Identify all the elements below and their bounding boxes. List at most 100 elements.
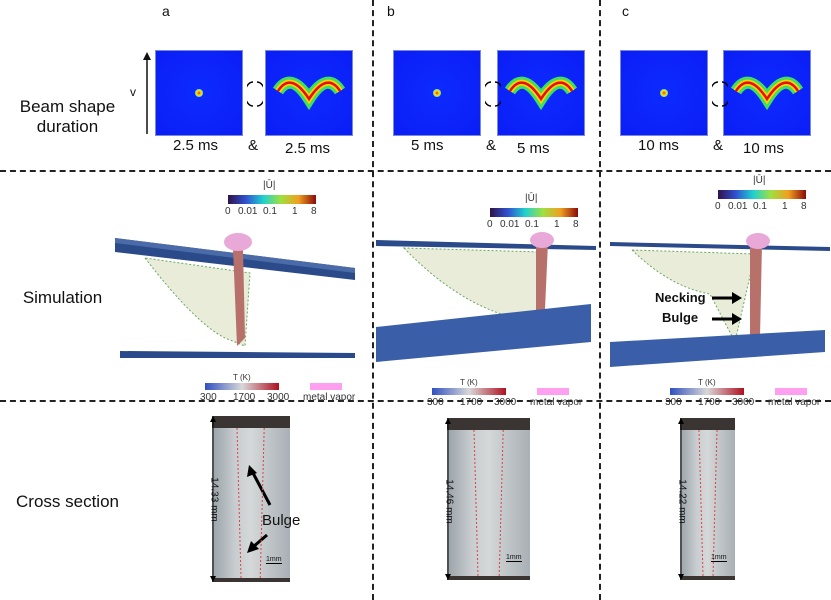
necking-arrow-icon bbox=[712, 292, 742, 325]
temperature-colorbar bbox=[670, 388, 744, 395]
beam-arc bbox=[730, 76, 804, 111]
beam-arc bbox=[272, 76, 346, 111]
row-label-cross-section: Cross section bbox=[16, 492, 119, 511]
velocity-tick: 0 bbox=[225, 206, 231, 217]
simulation-b bbox=[376, 232, 596, 362]
beam-arc bbox=[504, 76, 578, 111]
temperature-tick: 300 bbox=[200, 392, 217, 403]
rotation-arrow-icon bbox=[247, 81, 263, 107]
column-label-b: b bbox=[387, 3, 395, 19]
depth-arrow-icon bbox=[445, 418, 451, 580]
row-divider bbox=[0, 170, 831, 172]
velocity-tick: 0 bbox=[487, 219, 493, 230]
row-label-simulation: Simulation bbox=[22, 288, 103, 307]
temperature-colorbar-title: T (K) bbox=[233, 373, 251, 382]
row-divider bbox=[0, 400, 831, 402]
fusion-boundary bbox=[236, 428, 266, 578]
velocity-tick: 8 bbox=[801, 201, 807, 212]
column-label-a: a bbox=[162, 3, 170, 19]
bulge-arrows-icon bbox=[247, 465, 272, 553]
temperature-tick: 1700 bbox=[460, 397, 483, 408]
depth-label: 14.22 mm bbox=[676, 479, 688, 524]
rotation-arrow-icon bbox=[712, 81, 728, 107]
duration-label: 2.5 ms bbox=[173, 137, 219, 154]
simulation-a bbox=[115, 233, 355, 358]
depth-arrow-icon bbox=[678, 418, 684, 580]
column-divider bbox=[599, 0, 601, 600]
temperature-tick: 3000 bbox=[267, 392, 290, 403]
ampersand: & bbox=[486, 137, 497, 154]
beam-shape-panel bbox=[497, 50, 585, 136]
velocity-tick: 1 bbox=[782, 201, 788, 212]
depth-label: 14.46 mm bbox=[443, 479, 455, 524]
velocity-arrow-icon bbox=[143, 52, 151, 134]
metal-vapor-swatch bbox=[775, 388, 807, 395]
column-label-c: c bbox=[622, 3, 629, 19]
beam-spot-panel bbox=[620, 50, 708, 136]
velocity-colorbar-title: |Ū| bbox=[525, 193, 538, 204]
temperature-colorbar bbox=[205, 383, 279, 390]
depth-label: 14.33 mm bbox=[208, 477, 220, 522]
temperature-colorbar-title: T (K) bbox=[698, 378, 716, 387]
beam-shape-panel bbox=[265, 50, 353, 136]
velocity-tick: 0.1 bbox=[525, 219, 539, 230]
row-label-beam: Beam shape duration bbox=[19, 97, 116, 136]
temperature-tick: 1700 bbox=[698, 397, 721, 408]
velocity-label: v bbox=[130, 85, 136, 99]
cross-section-a bbox=[212, 416, 290, 582]
duration-label: 10 ms bbox=[638, 137, 679, 154]
duration-label: 5 ms bbox=[517, 140, 550, 157]
duration-label: 10 ms bbox=[743, 140, 784, 157]
scale-bar-label: 1mm bbox=[506, 554, 522, 562]
metal-vapor-label: metal vapor bbox=[303, 392, 356, 403]
fusion-boundary bbox=[473, 430, 504, 576]
temperature-tick: 3000 bbox=[732, 397, 755, 408]
velocity-tick: 0.01 bbox=[238, 206, 258, 217]
temperature-colorbar bbox=[432, 388, 506, 395]
beam-spot-panel bbox=[393, 50, 481, 136]
temperature-tick: 3000 bbox=[494, 397, 517, 408]
velocity-tick: 8 bbox=[311, 206, 317, 217]
bulge-label-cross: Bulge bbox=[262, 512, 301, 529]
bulge-label: Bulge bbox=[662, 310, 699, 325]
column-divider bbox=[372, 0, 374, 600]
velocity-tick: 0 bbox=[715, 201, 721, 212]
duration-label: 5 ms bbox=[411, 137, 444, 154]
metal-vapor-label: metal vapor bbox=[768, 397, 821, 408]
depth-arrow-icon bbox=[210, 416, 216, 582]
metal-vapor-label: metal vapor bbox=[530, 397, 583, 408]
necking-label: Necking bbox=[655, 290, 706, 305]
velocity-tick: 0.1 bbox=[263, 206, 277, 217]
ampersand: & bbox=[713, 137, 724, 154]
velocity-tick: 1 bbox=[554, 219, 560, 230]
ampersand: & bbox=[248, 137, 259, 154]
beam-spot bbox=[660, 89, 668, 97]
cross-section-b bbox=[447, 418, 530, 580]
velocity-colorbar bbox=[718, 190, 806, 199]
velocity-colorbar-title: |Ū| bbox=[263, 180, 276, 191]
velocity-tick: 0.1 bbox=[753, 201, 767, 212]
fusion-boundary bbox=[698, 430, 717, 576]
beam-spot-panel bbox=[155, 50, 243, 136]
scale-bar-label: 1mm bbox=[711, 554, 727, 562]
temperature-tick: 1700 bbox=[233, 392, 256, 403]
metal-vapor-swatch bbox=[537, 388, 569, 395]
velocity-tick: 8 bbox=[573, 219, 579, 230]
temperature-colorbar-title: T (K) bbox=[460, 378, 478, 387]
metal-vapor-swatch bbox=[310, 383, 342, 390]
duration-label: 2.5 ms bbox=[285, 140, 331, 157]
scale-bar-label: 1mm bbox=[266, 556, 282, 564]
velocity-tick: 0.01 bbox=[728, 201, 748, 212]
beam-spot bbox=[195, 89, 203, 97]
rotation-arrow-icon bbox=[485, 81, 501, 107]
beam-shape-panel bbox=[723, 50, 811, 136]
temperature-tick: 300 bbox=[427, 397, 444, 408]
cross-section-c bbox=[680, 418, 735, 580]
temperature-tick: 300 bbox=[665, 397, 682, 408]
velocity-colorbar bbox=[228, 195, 316, 204]
velocity-tick: 0.01 bbox=[500, 219, 520, 230]
beam-spot bbox=[433, 89, 441, 97]
velocity-colorbar bbox=[490, 208, 578, 217]
velocity-colorbar-title: |Ū| bbox=[753, 175, 766, 186]
velocity-tick: 1 bbox=[292, 206, 298, 217]
